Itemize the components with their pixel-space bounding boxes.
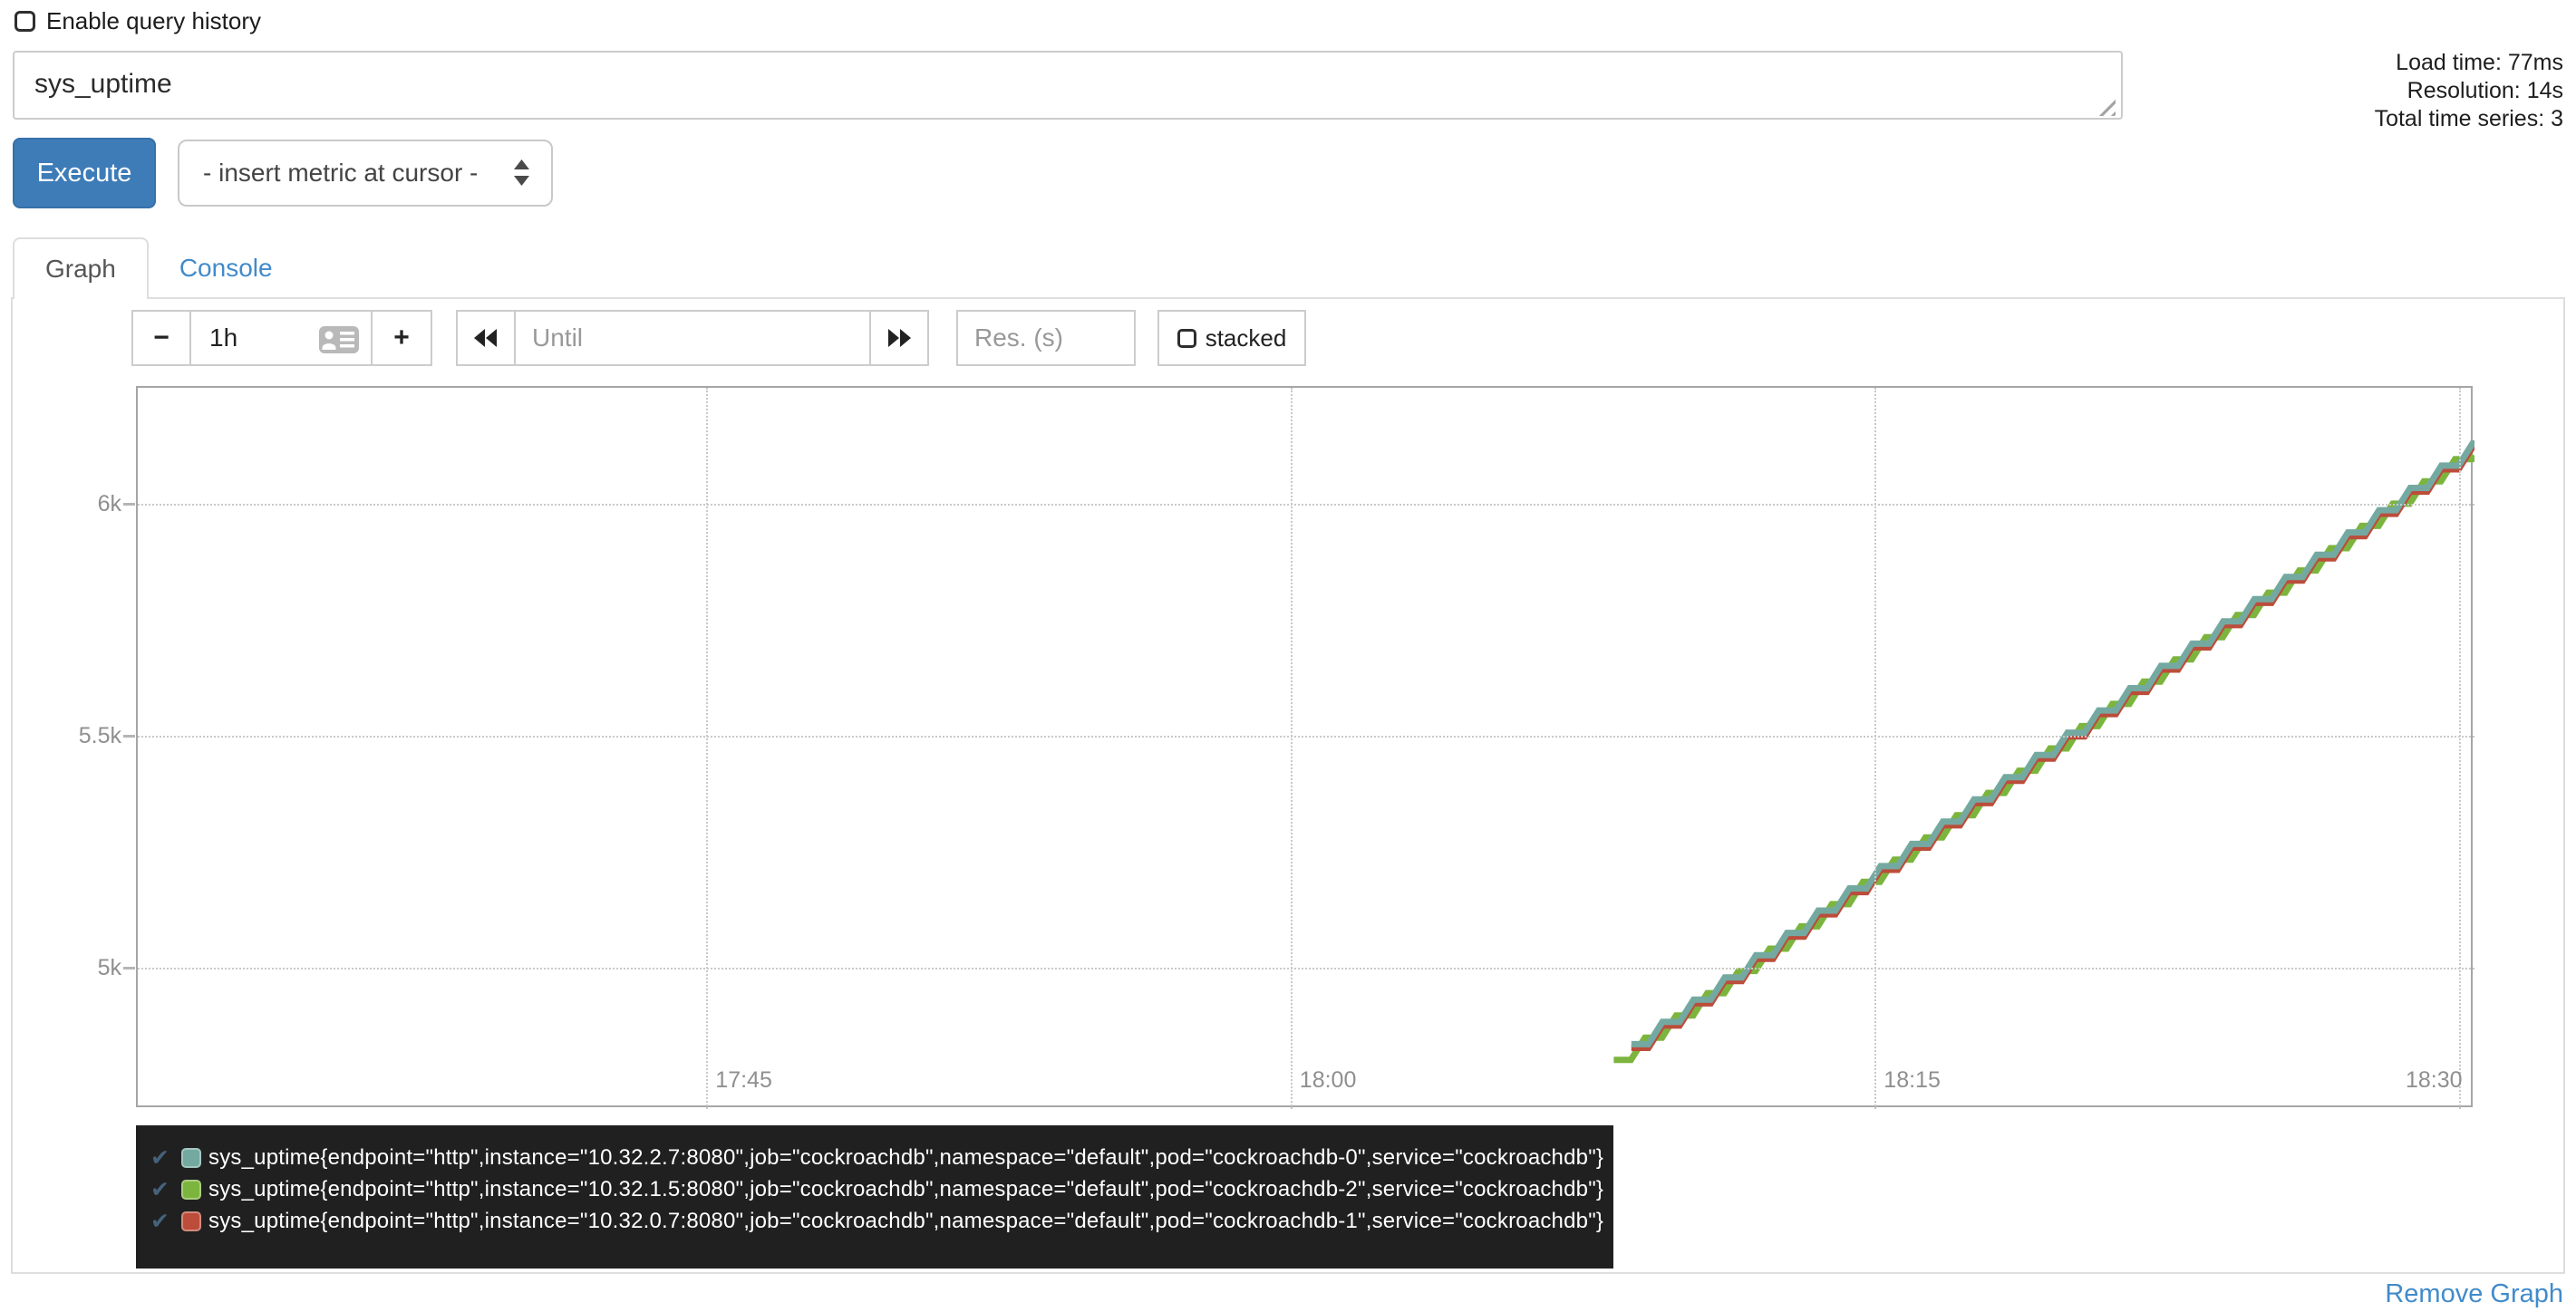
forward-button[interactable] [869,310,929,366]
legend-row[interactable]: ✔ sys_uptime{endpoint="http",instance="10… [150,1173,1613,1205]
time-control-group [456,310,929,366]
stacked-toggle[interactable]: stacked [1157,310,1306,366]
legend-row[interactable]: ✔ sys_uptime{endpoint="http",instance="10… [150,1205,1613,1237]
x-axis-tick-label: 18:30 [2406,1067,2463,1093]
remove-graph-link[interactable]: Remove Graph [2385,1279,2563,1308]
stacked-checkbox[interactable] [1177,328,1196,348]
insert-metric-label: - insert metric at cursor - [203,159,479,187]
legend-check-icon[interactable]: ✔ [150,1144,169,1171]
legend-series-label: sys_uptime{endpoint="http",instance="10.… [208,1208,1604,1233]
graph-controls: − 1h + [131,310,1306,366]
query-stats: Load time: 77ms Resolution: 14s Total time… [2375,49,2563,133]
y-gridline [138,735,2474,738]
legend-color-swatch [181,1147,201,1168]
legend-series-label: sys_uptime{endpoint="http",instance="10.… [208,1144,1604,1170]
legend-series-label: sys_uptime{endpoint="http",instance="10.… [208,1176,1604,1201]
stat-line: Total time series: 3 [2374,106,2563,131]
x-gridline [2458,388,2461,1109]
y-gridline [138,967,2474,970]
series-line [1631,439,2474,1047]
x-axis-tick-label: 18:15 [1884,1067,1941,1093]
x-axis-tick-label: 17:45 [715,1067,772,1093]
x-gridline [706,388,709,1109]
y-axis-tick [123,502,135,506]
y-gridline [138,503,2474,506]
range-value: 1h [209,323,238,352]
range-increase-button[interactable]: + [371,310,432,366]
legend-row[interactable]: ✔ sys_uptime{endpoint="http",instance="10… [150,1142,1613,1173]
y-axis-tick-label: 5k [97,954,121,980]
stat-line: Load time: 77ms [2396,50,2563,75]
range-input[interactable]: 1h [189,310,373,366]
x-gridline [1290,388,1293,1109]
graph-console-tabs: Graph Console [13,237,304,299]
legend-color-swatch [181,1179,201,1200]
resolution-input[interactable] [956,310,1136,366]
rewind-icon [474,329,497,347]
y-axis-tick-label: 6k [97,490,121,516]
chart-plot-area[interactable]: 17:45 18:00 18:15 18:30 6k 5.5k 5k [79,386,2474,1109]
chart-series [1613,439,2474,1064]
range-decrease-button[interactable]: − [131,310,191,366]
select-updown-arrows-icon [514,159,529,186]
rewind-button[interactable] [456,310,516,366]
query-history-checkbox[interactable] [15,11,35,32]
autofill-contact-icon[interactable] [318,325,360,354]
y-axis-tick [123,734,135,738]
range-control-group: − 1h + [131,310,432,366]
legend-check-icon[interactable]: ✔ [150,1208,169,1234]
until-input[interactable] [514,310,871,366]
legend-check-icon[interactable]: ✔ [150,1176,169,1202]
legend-color-swatch [181,1211,201,1231]
x-gridline [1874,388,1877,1109]
x-axis-tick-label: 18:00 [1299,1067,1357,1093]
query-history-label: Enable query history [46,7,262,34]
y-axis-tick-label: 5.5k [78,722,121,748]
graph-panel: − 1h + [11,297,2565,1274]
execute-button[interactable]: Execute [13,138,156,208]
stacked-label: stacked [1205,323,1287,352]
enable-query-history[interactable]: Enable query history [15,7,261,35]
insert-metric-select[interactable]: - insert metric at cursor - [178,140,553,207]
tab-graph[interactable]: Graph [13,237,149,299]
y-axis-tick [123,966,135,970]
fast-forward-icon [888,329,911,347]
query-expression-input[interactable]: sys_uptime [13,51,2123,120]
stat-line: Resolution: 14s [2407,78,2563,103]
chart-legend: ✔ sys_uptime{endpoint="http",instance="10… [136,1125,1613,1269]
tab-console[interactable]: Console [179,254,273,282]
